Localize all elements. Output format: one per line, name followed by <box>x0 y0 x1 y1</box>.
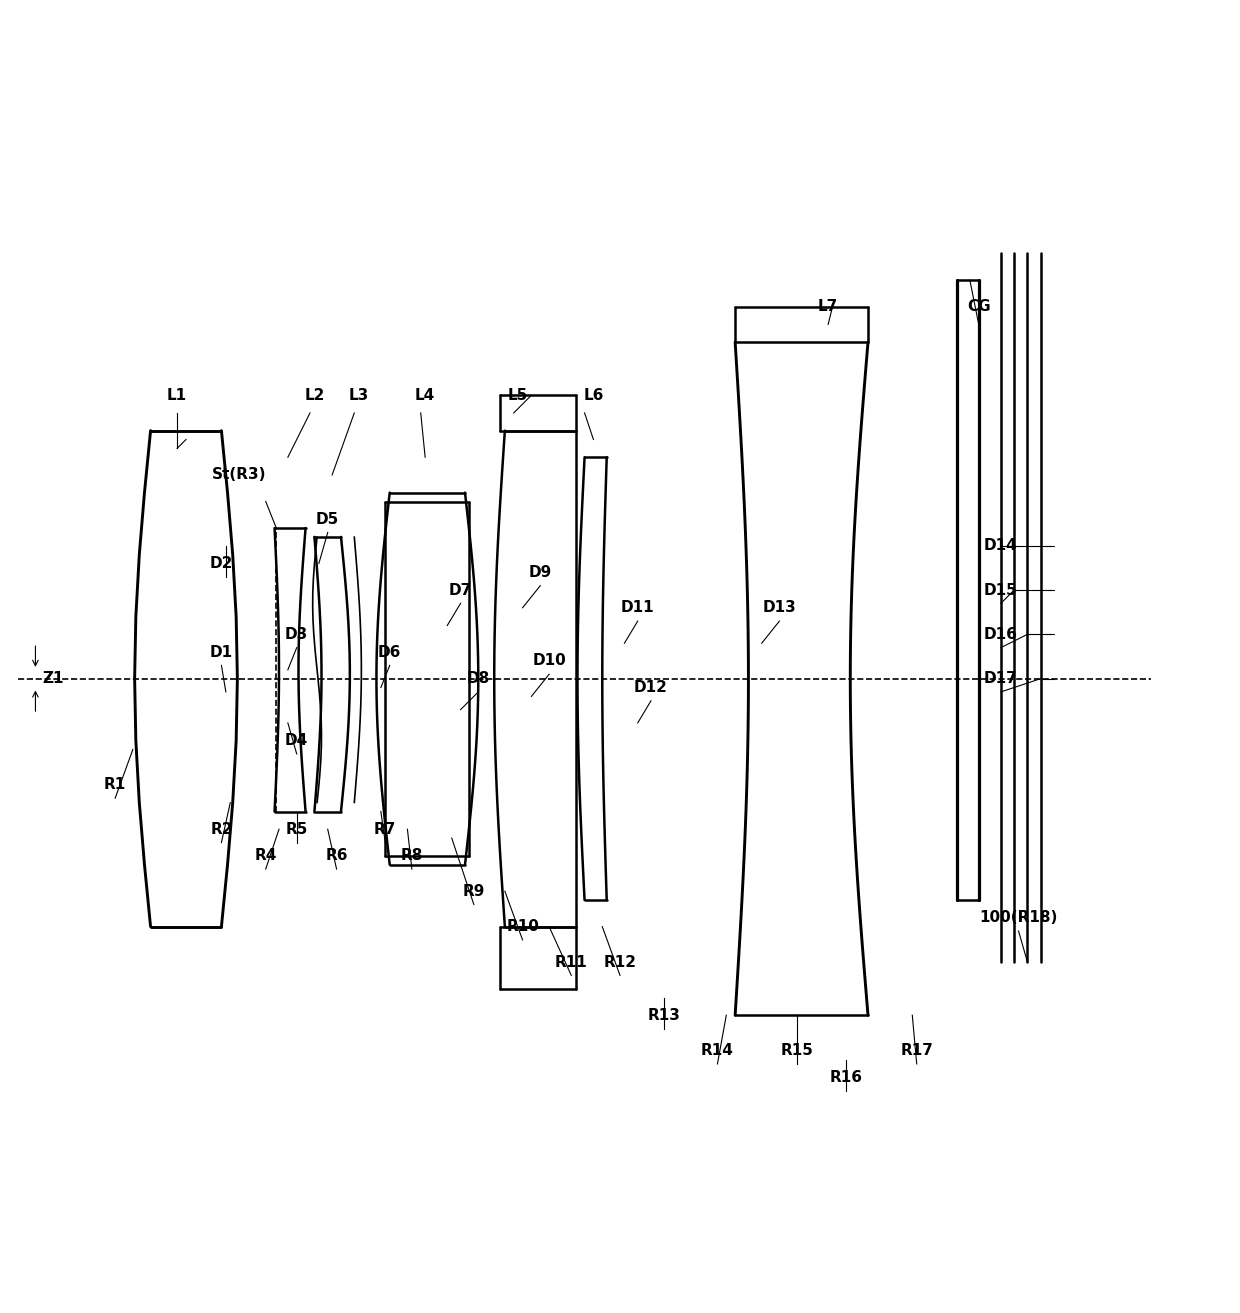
Text: L6: L6 <box>583 387 604 403</box>
Text: R12: R12 <box>604 955 636 969</box>
Text: R8: R8 <box>401 848 423 863</box>
Text: CG: CG <box>967 299 991 314</box>
Text: D9: D9 <box>528 565 552 580</box>
Text: R10: R10 <box>506 919 539 934</box>
Text: Z1: Z1 <box>42 671 64 687</box>
Text: D6: D6 <box>378 645 402 659</box>
Text: D17: D17 <box>985 671 1018 687</box>
Text: L2: L2 <box>304 387 325 403</box>
Text: R15: R15 <box>781 1043 813 1058</box>
Text: D4: D4 <box>285 733 309 748</box>
Text: D2: D2 <box>210 555 233 571</box>
Text: D10: D10 <box>532 654 565 668</box>
Text: D7: D7 <box>449 583 472 597</box>
Text: D8: D8 <box>466 671 490 687</box>
Text: St(R3): St(R3) <box>212 467 267 482</box>
Text: D5: D5 <box>316 512 340 527</box>
Text: R13: R13 <box>647 1007 681 1023</box>
Text: D1: D1 <box>210 645 233 659</box>
Text: L1: L1 <box>167 387 187 403</box>
Text: R17: R17 <box>900 1043 934 1058</box>
Text: D3: D3 <box>285 626 309 642</box>
Text: D12: D12 <box>634 680 668 695</box>
Text: R16: R16 <box>830 1070 862 1085</box>
Text: D15: D15 <box>985 583 1018 597</box>
Text: D16: D16 <box>983 626 1018 642</box>
Text: R5: R5 <box>285 822 308 836</box>
Text: D13: D13 <box>763 600 796 616</box>
Text: R4: R4 <box>254 848 277 863</box>
Text: R14: R14 <box>701 1043 734 1058</box>
Text: R11: R11 <box>556 955 588 969</box>
Text: 100(R18): 100(R18) <box>980 910 1058 926</box>
Text: L3: L3 <box>348 387 368 403</box>
Text: D14: D14 <box>985 538 1018 553</box>
Text: R1: R1 <box>104 777 126 793</box>
Text: R2: R2 <box>210 822 233 836</box>
Text: L7: L7 <box>818 299 838 314</box>
Text: L5: L5 <box>508 387 528 403</box>
Text: D11: D11 <box>621 600 655 616</box>
Text: R6: R6 <box>325 848 348 863</box>
Text: R9: R9 <box>463 884 485 898</box>
Text: R7: R7 <box>374 822 397 836</box>
Text: L4: L4 <box>415 387 435 403</box>
